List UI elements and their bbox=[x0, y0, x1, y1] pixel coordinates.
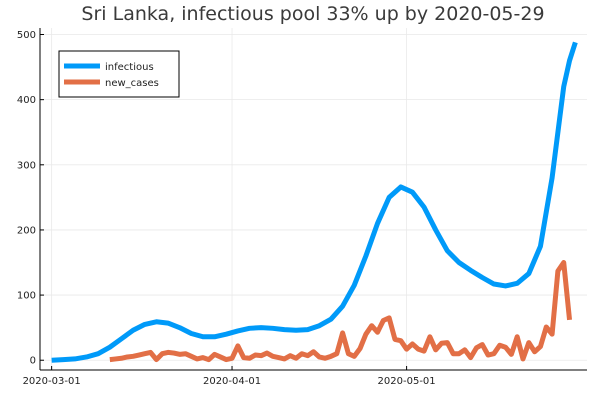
series-lines bbox=[51, 41, 578, 363]
legend-label-new-cases: new_cases bbox=[105, 78, 159, 89]
legend-label-infectious: infectious bbox=[105, 62, 154, 73]
legend: infectious new_cases bbox=[58, 50, 180, 98]
axes bbox=[39, 28, 587, 371]
tick-labels: 0 100 200 300 400 500 2020-03-01 2020-04-01 2020… bbox=[17, 30, 436, 387]
y-tick-label: 400 bbox=[17, 95, 36, 106]
x-tick-label: 2020-04-01 bbox=[203, 376, 261, 387]
y-tick-label: 0 bbox=[30, 356, 36, 367]
grid bbox=[40, 28, 587, 370]
y-tick-label: 300 bbox=[17, 160, 36, 171]
series-line-infectious bbox=[51, 41, 578, 363]
series-line-new-cases bbox=[109, 260, 573, 363]
y-tick-label: 500 bbox=[17, 30, 36, 41]
legend-box bbox=[58, 50, 180, 98]
x-tick-label: 2020-03-01 bbox=[23, 376, 81, 387]
y-tick-label: 200 bbox=[17, 225, 36, 236]
x-tick-label: 2020-05-01 bbox=[378, 376, 436, 387]
y-tick-label: 100 bbox=[17, 291, 36, 302]
chart-title: Sri Lanka, infectious pool 33% up by 202… bbox=[81, 3, 544, 25]
